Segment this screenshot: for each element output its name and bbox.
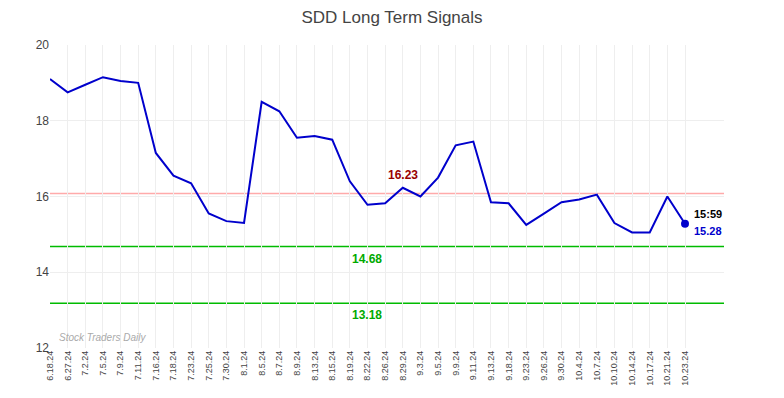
svg-text:14: 14: [36, 265, 50, 279]
svg-text:10.23.24: 10.23.24: [680, 351, 690, 386]
svg-text:8.29.24: 8.29.24: [398, 351, 408, 381]
svg-text:7.23.24: 7.23.24: [186, 351, 196, 381]
svg-text:16: 16: [36, 190, 50, 204]
svg-text:9.9.24: 9.9.24: [451, 351, 461, 376]
svg-text:8.19.24: 8.19.24: [345, 351, 355, 381]
svg-text:7.5.24: 7.5.24: [98, 351, 108, 376]
svg-text:15:59: 15:59: [694, 208, 722, 220]
svg-text:Stock Traders Daily: Stock Traders Daily: [59, 332, 147, 343]
svg-text:8.13.24: 8.13.24: [310, 351, 320, 381]
svg-text:14.68: 14.68: [352, 252, 382, 266]
svg-text:10.4.24: 10.4.24: [574, 351, 584, 381]
svg-text:6.18.24: 6.18.24: [45, 351, 55, 381]
svg-text:9.23.24: 9.23.24: [521, 351, 531, 381]
svg-text:9.3.24: 9.3.24: [415, 351, 425, 376]
svg-text:7.9.24: 7.9.24: [115, 351, 125, 376]
svg-text:8.15.24: 8.15.24: [327, 351, 337, 381]
svg-text:20: 20: [36, 38, 50, 52]
svg-text:8.5.24: 8.5.24: [257, 351, 267, 376]
svg-text:7.30.24: 7.30.24: [221, 351, 231, 381]
svg-text:8.7.24: 8.7.24: [274, 351, 284, 376]
svg-text:9.18.24: 9.18.24: [504, 351, 514, 381]
svg-text:8.26.24: 8.26.24: [380, 351, 390, 381]
svg-text:7.2.24: 7.2.24: [80, 351, 90, 376]
svg-text:18: 18: [36, 114, 50, 128]
svg-text:9.30.24: 9.30.24: [556, 351, 566, 381]
svg-text:10.10.24: 10.10.24: [609, 351, 619, 386]
svg-text:7.11.24: 7.11.24: [133, 351, 143, 380]
svg-text:7.18.24: 7.18.24: [168, 351, 178, 381]
svg-text:7.16.24: 7.16.24: [151, 351, 161, 381]
svg-text:SDD Long Term Signals: SDD Long Term Signals: [301, 8, 482, 27]
svg-text:7.25.24: 7.25.24: [204, 351, 214, 381]
svg-text:10.14.24: 10.14.24: [627, 351, 637, 386]
svg-text:16.23: 16.23: [388, 168, 418, 182]
svg-text:15.28: 15.28: [694, 225, 722, 237]
svg-text:9.5.24: 9.5.24: [433, 351, 443, 376]
svg-text:6.27.24: 6.27.24: [63, 351, 73, 381]
svg-text:9.13.24: 9.13.24: [486, 351, 496, 381]
svg-text:10.21.24: 10.21.24: [662, 351, 672, 386]
svg-text:10.17.24: 10.17.24: [645, 351, 655, 386]
svg-text:8.1.24: 8.1.24: [239, 351, 249, 376]
svg-text:8.22.24: 8.22.24: [362, 351, 372, 381]
svg-text:12: 12: [36, 341, 50, 355]
svg-text:10.7.24: 10.7.24: [592, 351, 602, 381]
svg-text:9.26.24: 9.26.24: [539, 351, 549, 381]
svg-text:8.9.24: 8.9.24: [292, 351, 302, 376]
svg-text:13.18: 13.18: [352, 308, 382, 322]
svg-text:9.11.24: 9.11.24: [468, 351, 478, 380]
